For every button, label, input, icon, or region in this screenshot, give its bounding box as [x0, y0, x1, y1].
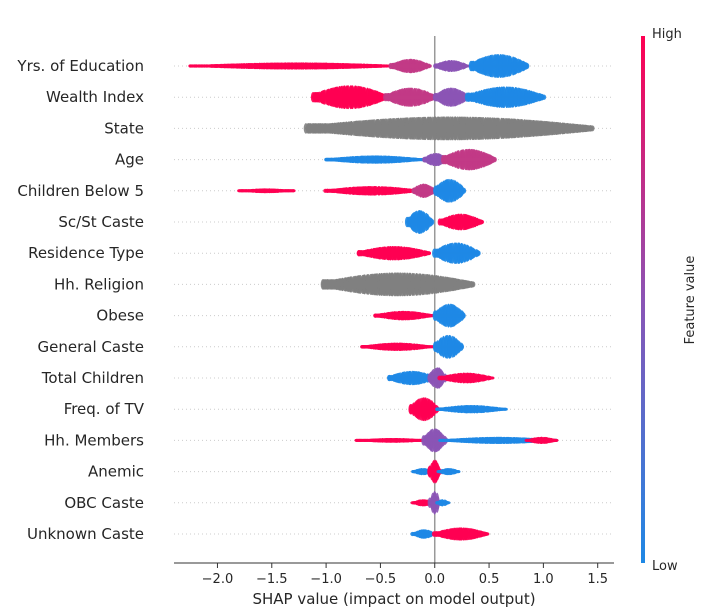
colorbar-title: Feature value	[683, 256, 698, 345]
swarm-segment	[324, 155, 427, 164]
swarm-segment	[404, 210, 435, 234]
swarm-segment	[388, 58, 432, 74]
feature-swarm	[310, 85, 547, 110]
beeswarm-points	[188, 54, 595, 541]
swarm-segment	[310, 85, 389, 110]
feature-swarm	[360, 334, 465, 359]
swarm-segment	[524, 436, 559, 444]
feature-swarm	[404, 210, 485, 234]
swarm-segment	[320, 272, 476, 297]
swarm-segment	[323, 186, 421, 196]
feature-label: Anemic	[88, 463, 144, 481]
feature-swarm	[237, 178, 467, 203]
feature-label: Total Children	[41, 369, 144, 387]
x-tick-label: 1.0	[533, 572, 554, 587]
swarm-segment	[431, 527, 490, 541]
x-tick-label: −2.0	[202, 572, 234, 587]
feature-label: State	[104, 119, 144, 137]
swarm-segment	[432, 242, 481, 264]
feature-swarm	[354, 428, 559, 453]
swarm-segment	[440, 148, 497, 171]
feature-swarm	[408, 397, 508, 422]
swarm-segment	[437, 372, 495, 384]
swarm-segment	[188, 62, 405, 70]
swarm-segment	[408, 397, 440, 422]
swarm-segment	[360, 342, 436, 351]
feature-label: Unknown Caste	[27, 525, 144, 543]
feature-label: Hh. Religion	[54, 275, 144, 293]
feature-label: Children Below 5	[17, 182, 144, 200]
feature-swarm	[303, 116, 595, 141]
x-tick-label: −1.5	[256, 572, 288, 587]
swarm-segment	[468, 54, 530, 78]
swarm-segment	[433, 60, 471, 72]
colorbar	[641, 36, 645, 563]
swarm-segment	[303, 116, 595, 141]
swarm-segment	[356, 246, 432, 261]
feature-label: Residence Type	[28, 244, 144, 262]
swarm-segment	[435, 499, 451, 507]
feature-label: Obese	[96, 307, 144, 325]
feature-label: OBC Caste	[64, 494, 144, 512]
feature-swarm	[411, 459, 461, 484]
feature-label: Age	[115, 151, 144, 169]
swarm-segment	[373, 310, 436, 321]
colorbar-low-label: Low	[652, 559, 678, 574]
feature-swarm	[373, 303, 466, 328]
swarm-segment	[436, 468, 461, 476]
feature-swarm	[324, 148, 497, 171]
feature-label: Hh. Members	[44, 431, 144, 449]
swarm-segment	[432, 303, 466, 328]
swarm-segment	[432, 87, 470, 107]
x-tick-label: −0.5	[365, 572, 397, 587]
x-tick-label: 1.5	[587, 572, 608, 587]
feature-swarm	[387, 367, 495, 389]
feature-label: Wealth Index	[46, 88, 144, 106]
swarm-segment	[383, 87, 437, 107]
x-tick-label: −1.0	[310, 572, 342, 587]
feature-swarm	[320, 272, 476, 297]
feature-swarm	[188, 54, 530, 78]
feature-labels: Yrs. of Education Wealth Index State Age Chi…	[16, 57, 144, 543]
colorbar-high-label: High	[652, 27, 682, 42]
x-tick-label: 0.5	[479, 572, 500, 587]
swarm-segment	[411, 183, 438, 198]
swarm-segment	[433, 178, 467, 203]
feature-label: Freq. of TV	[64, 400, 145, 418]
swarm-segment	[354, 438, 433, 443]
swarm-segment	[464, 86, 547, 108]
feature-swarm	[356, 242, 481, 264]
feature-swarm	[410, 491, 451, 515]
feature-label: Sc/St Caste	[58, 213, 144, 231]
feature-label: General Caste	[38, 338, 144, 356]
swarm-segment	[437, 213, 485, 231]
feature-swarm	[410, 527, 490, 541]
swarm-segment	[237, 188, 296, 194]
x-tick-label: 0.0	[424, 572, 445, 587]
x-axis-title: SHAP value (impact on model output)	[252, 590, 535, 608]
swarm-segment	[435, 405, 508, 414]
swarm-segment	[432, 334, 465, 359]
x-axis-ticks: −2.0 −1.5 −1.0 −0.5 0.0 0.5 1.0 1.5	[202, 563, 608, 587]
feature-label: Yrs. of Education	[16, 57, 144, 75]
